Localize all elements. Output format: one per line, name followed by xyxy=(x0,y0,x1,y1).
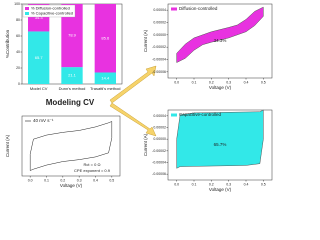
x-tick-label: 0.2 xyxy=(60,178,65,182)
annotation: 34.3% xyxy=(214,38,227,43)
line xyxy=(29,121,113,171)
y-tick-label: 0.00002 xyxy=(153,125,166,129)
legend-box xyxy=(22,4,76,18)
y-tick-label: -0.00004 xyxy=(152,57,166,61)
value-label: 78.9 xyxy=(68,33,77,38)
center-label: Modeling CV xyxy=(46,98,95,107)
x-tick-label: 0.5 xyxy=(109,178,114,182)
page: Modeling CV 0 20 40 60 80 100 %Contribution Mod… xyxy=(5,1,273,193)
y-tick-label: 100 xyxy=(14,2,20,6)
y-tick-label: -0.00006 xyxy=(152,70,166,74)
x-tick-label: 0.3 xyxy=(226,80,231,84)
x-tick-label: Trasatti's method xyxy=(90,86,120,91)
legend-label: Diffusion-controlled xyxy=(179,6,218,11)
y-tick-label: 0.00004 xyxy=(153,114,166,118)
x-tick-label: 0.5 xyxy=(261,182,266,186)
value-label: 14.4 xyxy=(101,75,110,80)
legend-label: 40 mV s⁻¹ xyxy=(33,118,54,123)
x-tick-label: Model CV xyxy=(30,86,48,91)
y-tick-label: -0.00002 xyxy=(152,45,166,49)
area xyxy=(176,6,264,63)
x-tick-label: 0.4 xyxy=(244,80,249,84)
x-tick-label: 0.3 xyxy=(77,178,82,182)
x-tick-label: 0.2 xyxy=(209,182,214,186)
x-tick-label: 0.1 xyxy=(192,182,197,186)
y-axis-label: Current (A) xyxy=(143,29,148,52)
value-label: 21.1 xyxy=(68,73,77,78)
x-tick-label: 0.2 xyxy=(209,80,214,84)
y-axis-label: Current (A) xyxy=(143,133,148,156)
x-tick-label: 0.0 xyxy=(174,80,179,84)
plot-frame xyxy=(167,109,273,181)
x-tick-label: 0.0 xyxy=(28,178,33,182)
bar-segment xyxy=(61,67,83,84)
legend-swatch xyxy=(25,7,29,10)
y-tick-label: 0.00000 xyxy=(153,137,166,141)
x-tick-label: 0.3 xyxy=(226,182,231,186)
plot-frame xyxy=(167,3,273,79)
plot-frame xyxy=(21,115,121,177)
x-tick-label: 0.4 xyxy=(93,178,98,182)
x-tick-label: 0.4 xyxy=(244,182,249,186)
figure: Modeling CV 0 20 40 60 80 100 %Contribution Mod… xyxy=(5,2,273,192)
x-axis-label: Voltage (V) xyxy=(209,187,232,192)
y-tick-label: -0.00002 xyxy=(152,149,166,153)
x-axis-label: Voltage (V) xyxy=(209,85,232,90)
y-tick-label: 0.00004 xyxy=(153,8,166,12)
bar-segment xyxy=(28,31,50,84)
annotation: Rct = 0 Ω xyxy=(84,162,101,167)
y-tick-label: -0.00004 xyxy=(152,160,166,164)
x-tick-label: 0.1 xyxy=(192,80,197,84)
x-tick-label: Dunn's method xyxy=(59,86,86,91)
legend-label: Capacitive-controlled xyxy=(179,112,222,117)
annotation: 65.7% xyxy=(214,142,227,147)
y-axis-label: %Contribution xyxy=(5,29,10,58)
bar-segment xyxy=(61,4,83,68)
y-tick-label: 0.00002 xyxy=(153,20,166,24)
arrow-down xyxy=(109,102,157,137)
bar-segment xyxy=(94,4,116,73)
area xyxy=(176,109,264,169)
bar-segment xyxy=(94,72,116,84)
y-tick-label: 40 xyxy=(16,50,20,54)
x-tick-label: 0.1 xyxy=(44,178,49,182)
arrow-up xyxy=(109,65,157,104)
legend-label: % Diffusion-controlled xyxy=(31,6,70,11)
y-tick-label: 60 xyxy=(16,34,20,38)
y-tick-label: 0.00000 xyxy=(153,33,166,37)
value-label: 85.6 xyxy=(101,35,110,40)
x-tick-label: 0.0 xyxy=(174,182,179,186)
value-label: 65.7 xyxy=(35,55,44,60)
annotation: CPE exponent = 0.9 xyxy=(74,168,111,173)
value-label: 34.3 xyxy=(35,15,44,20)
y-tick-label: -0.00006 xyxy=(152,172,166,176)
legend-label: % Capacitive-controlled xyxy=(31,11,73,16)
y-axis-label: Current (A) xyxy=(5,134,10,157)
y-tick-label: 0 xyxy=(18,82,20,86)
x-axis-label: Voltage (V) xyxy=(60,183,83,188)
legend-swatch xyxy=(25,12,29,15)
y-tick-label: 20 xyxy=(16,66,20,70)
y-tick-label: 80 xyxy=(16,18,20,22)
x-tick-label: 0.5 xyxy=(261,80,266,84)
